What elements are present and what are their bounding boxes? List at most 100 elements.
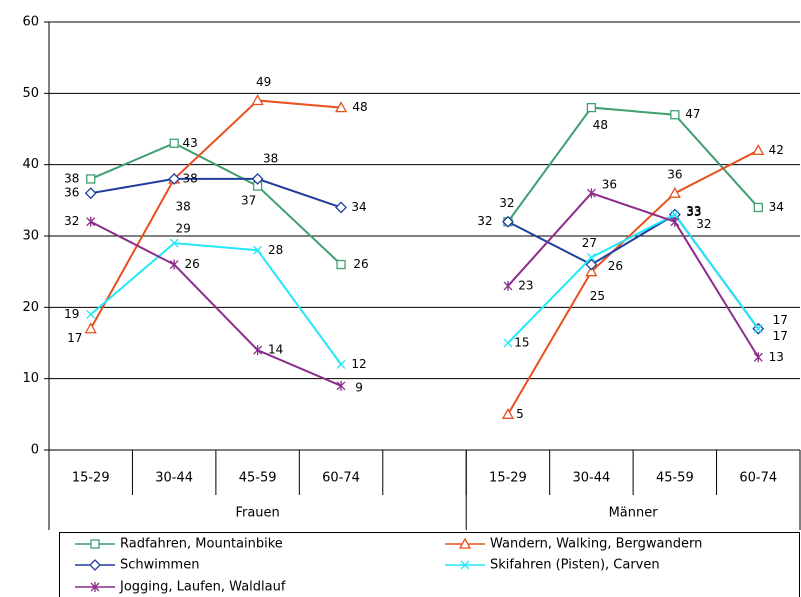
marker-star bbox=[503, 280, 513, 291]
marker-triangle bbox=[668, 186, 681, 198]
data-label: 32 bbox=[64, 214, 79, 228]
marker bbox=[501, 407, 515, 419]
marker bbox=[169, 238, 179, 248]
data-label: 34 bbox=[769, 200, 784, 214]
marker bbox=[335, 201, 347, 214]
x-tick-label: 45-59 bbox=[239, 471, 277, 486]
marker bbox=[753, 324, 763, 334]
marker-triangle bbox=[585, 265, 598, 277]
data-label: 32 bbox=[696, 217, 711, 231]
marker-diamond bbox=[89, 559, 101, 571]
marker bbox=[668, 186, 681, 198]
marker-square bbox=[586, 102, 597, 113]
marker-square bbox=[753, 202, 763, 213]
data-label: 36 bbox=[64, 186, 79, 200]
x-tick-label: 15-29 bbox=[72, 471, 110, 486]
marker bbox=[336, 359, 346, 369]
data-label: 17 bbox=[773, 329, 788, 343]
marker bbox=[168, 173, 181, 185]
marker bbox=[89, 559, 101, 571]
y-tick-label: 10 bbox=[22, 371, 39, 386]
x-tick-label: 15-29 bbox=[489, 471, 527, 486]
marker-diamond bbox=[251, 173, 264, 185]
marker bbox=[753, 202, 763, 213]
y-tick-label: 60 bbox=[22, 15, 39, 30]
marker bbox=[670, 210, 680, 220]
marker-diamond bbox=[502, 215, 514, 228]
series-line bbox=[90, 106, 760, 266]
data-label: 42 bbox=[769, 143, 784, 157]
marker bbox=[586, 252, 596, 262]
marker bbox=[753, 352, 763, 363]
group-label: Frauen bbox=[235, 506, 279, 521]
marker-x bbox=[670, 210, 680, 220]
legend-item: Schwimmen bbox=[75, 558, 199, 573]
data-label: 49 bbox=[256, 75, 271, 89]
data-label: 48 bbox=[352, 100, 367, 114]
data-label: 26 bbox=[185, 257, 200, 271]
legend-label: Skifahren (Pisten), Carven bbox=[490, 558, 660, 573]
legend-box bbox=[59, 532, 800, 597]
marker-square bbox=[670, 110, 680, 120]
marker bbox=[503, 338, 513, 348]
marker-triangle bbox=[334, 101, 348, 113]
marker bbox=[86, 216, 96, 227]
data-label: 23 bbox=[518, 278, 533, 292]
data-label: 37 bbox=[241, 194, 256, 208]
data-label: 33 bbox=[686, 204, 701, 218]
data-label: 38 bbox=[263, 151, 278, 165]
marker bbox=[253, 345, 263, 356]
marker bbox=[585, 265, 598, 277]
data-label: 9 bbox=[355, 380, 363, 394]
marker bbox=[86, 310, 96, 319]
marker bbox=[586, 188, 596, 199]
marker-triangle bbox=[458, 537, 472, 549]
marker-star bbox=[753, 352, 763, 363]
group-label: Männer bbox=[609, 506, 659, 521]
marker bbox=[586, 102, 597, 113]
y-tick-label: 40 bbox=[22, 157, 39, 172]
x-tick-label: 45-59 bbox=[656, 471, 694, 486]
marker bbox=[502, 215, 514, 228]
data-label: 14 bbox=[268, 343, 283, 357]
marker-star bbox=[670, 216, 680, 227]
marker-triangle bbox=[84, 322, 97, 334]
marker-square bbox=[90, 539, 100, 549]
data-label: 43 bbox=[183, 136, 198, 150]
data-label: 12 bbox=[351, 357, 366, 371]
marker-square bbox=[336, 259, 346, 270]
data-label: 25 bbox=[590, 289, 605, 303]
marker bbox=[503, 280, 513, 291]
marker-square bbox=[86, 174, 96, 184]
marker bbox=[334, 101, 348, 113]
marker-x bbox=[86, 310, 96, 319]
data-label: 13 bbox=[769, 350, 784, 364]
legend-label: Wandern, Walking, Bergwandern bbox=[490, 537, 702, 552]
marker bbox=[169, 138, 179, 148]
legend-item: Jogging, Laufen, Waldlauf bbox=[75, 580, 286, 595]
marker-star bbox=[336, 380, 346, 391]
data-label: 28 bbox=[268, 243, 283, 257]
marker bbox=[251, 94, 264, 106]
data-label: 26 bbox=[608, 259, 623, 273]
x-tick-label: 60-74 bbox=[739, 471, 777, 486]
data-label: 33 bbox=[686, 205, 701, 219]
data-label: 15 bbox=[514, 336, 529, 350]
y-tick-label: 30 bbox=[22, 229, 39, 244]
marker-triangle bbox=[501, 407, 515, 419]
data-label: 17 bbox=[67, 331, 82, 345]
data-label: 5 bbox=[516, 407, 524, 421]
series-line bbox=[90, 177, 760, 330]
legend-label: Radfahren, Mountainbike bbox=[120, 537, 283, 552]
marker-star bbox=[169, 259, 179, 270]
marker bbox=[90, 582, 100, 592]
series-line bbox=[90, 213, 760, 365]
data-label: 17 bbox=[773, 313, 788, 327]
marker-diamond bbox=[335, 201, 347, 214]
marker-diamond bbox=[168, 173, 181, 185]
data-label: 48 bbox=[593, 118, 608, 132]
marker bbox=[84, 322, 97, 334]
marker bbox=[585, 258, 598, 271]
marker bbox=[670, 216, 680, 227]
